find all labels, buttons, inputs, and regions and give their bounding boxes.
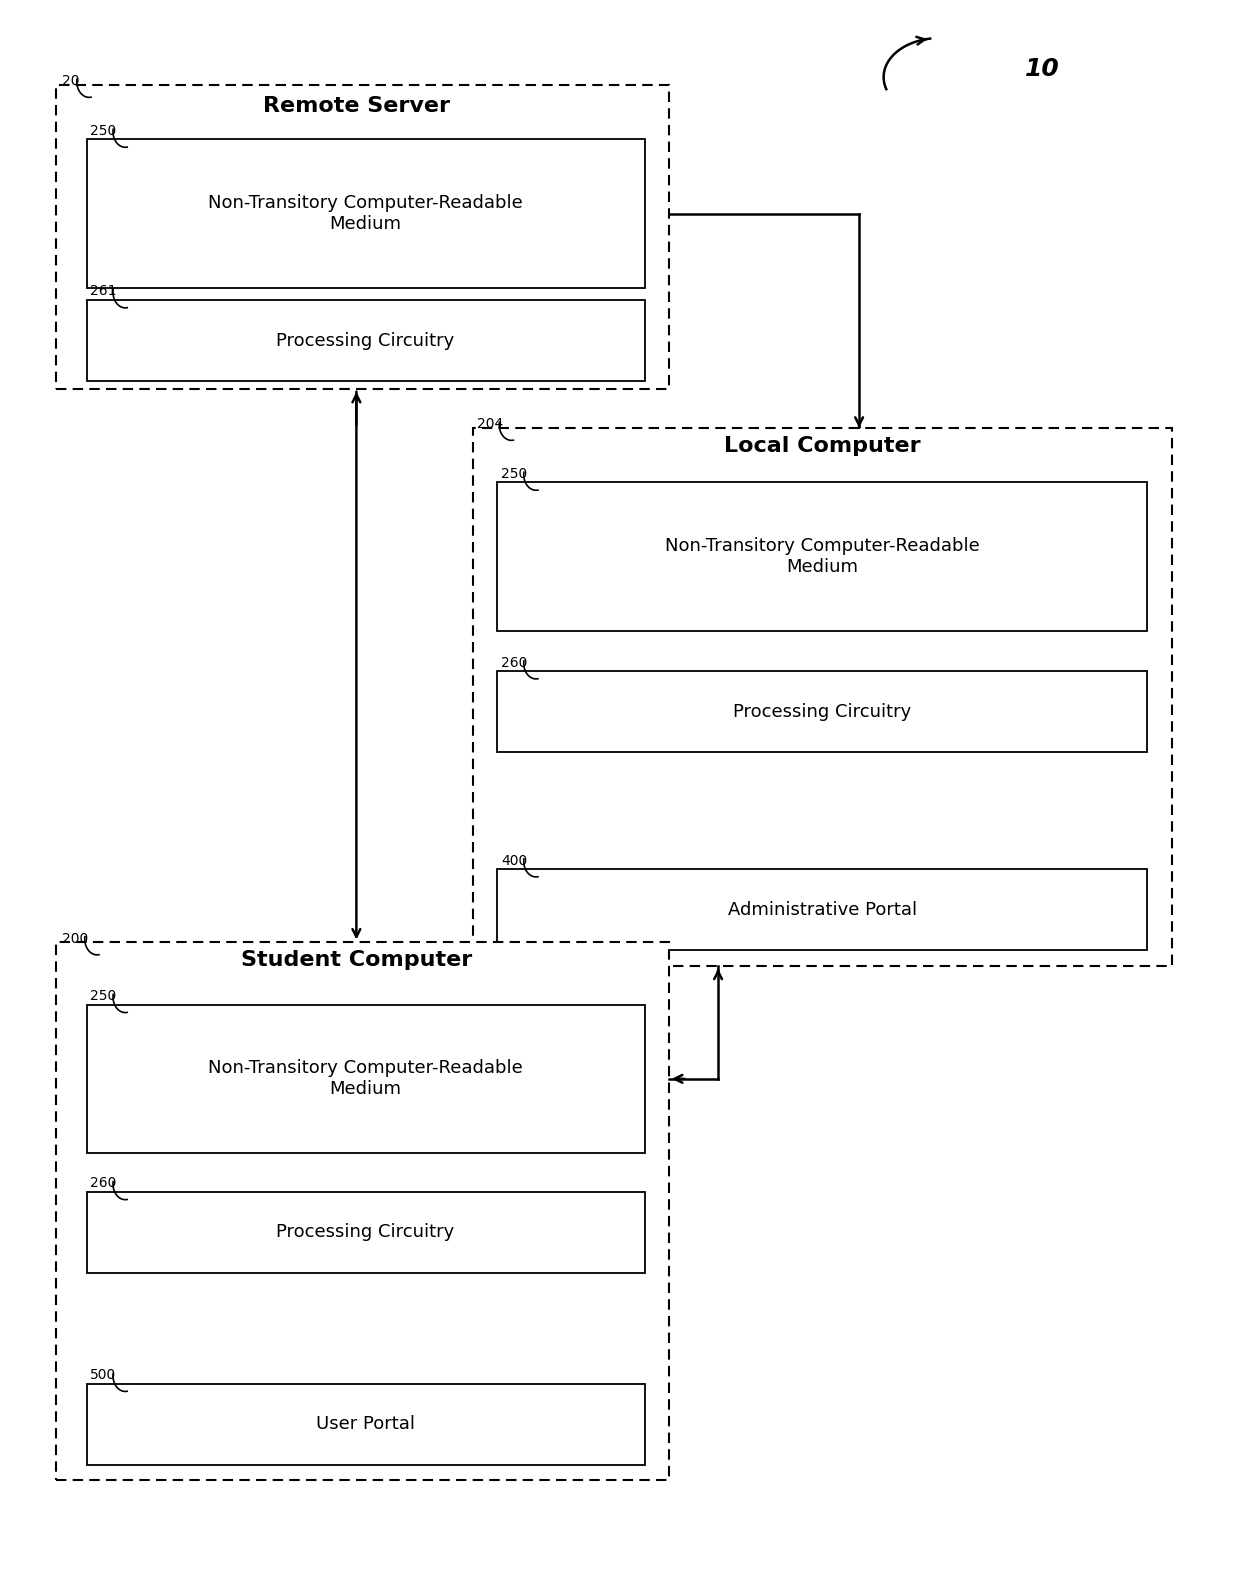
- Bar: [497, 483, 1147, 631]
- Text: 261: 261: [91, 285, 117, 299]
- Text: 10: 10: [1024, 57, 1059, 82]
- Bar: [87, 1005, 645, 1153]
- Bar: [87, 1384, 645, 1464]
- Text: 250: 250: [91, 989, 117, 1004]
- Text: 260: 260: [501, 656, 527, 670]
- Text: Processing Circuitry: Processing Circuitry: [277, 332, 455, 349]
- Text: Administrative Portal: Administrative Portal: [728, 901, 916, 919]
- Bar: [56, 942, 670, 1480]
- Text: 250: 250: [91, 124, 117, 138]
- Bar: [56, 85, 670, 389]
- Text: Remote Server: Remote Server: [263, 96, 450, 116]
- Text: 400: 400: [501, 854, 527, 868]
- Bar: [87, 1192, 645, 1273]
- Text: 20: 20: [62, 74, 79, 88]
- Bar: [497, 870, 1147, 950]
- Text: 250: 250: [501, 467, 527, 481]
- Text: Student Computer: Student Computer: [241, 950, 472, 971]
- Text: User Portal: User Portal: [316, 1416, 415, 1433]
- Text: Non-Transitory Computer-Readable
Medium: Non-Transitory Computer-Readable Medium: [665, 536, 980, 576]
- Text: Processing Circuitry: Processing Circuitry: [733, 703, 911, 720]
- Text: 500: 500: [91, 1369, 117, 1383]
- Text: 260: 260: [91, 1177, 117, 1191]
- Bar: [497, 672, 1147, 752]
- Text: Local Computer: Local Computer: [724, 436, 920, 456]
- Bar: [472, 428, 1172, 966]
- Text: 200: 200: [62, 931, 88, 945]
- Bar: [87, 140, 645, 288]
- Text: 204: 204: [476, 417, 502, 431]
- Text: Non-Transitory Computer-Readable
Medium: Non-Transitory Computer-Readable Medium: [208, 193, 523, 233]
- Text: Processing Circuitry: Processing Circuitry: [277, 1224, 455, 1241]
- Text: Non-Transitory Computer-Readable
Medium: Non-Transitory Computer-Readable Medium: [208, 1060, 523, 1098]
- Bar: [87, 300, 645, 381]
